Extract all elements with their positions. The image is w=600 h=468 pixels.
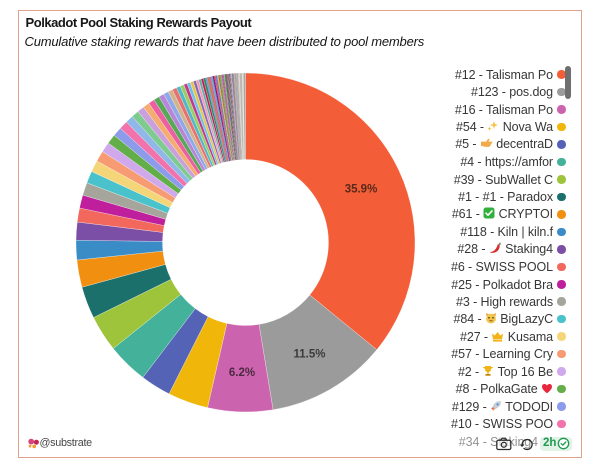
svg-text:6.2%: 6.2%	[229, 367, 255, 379]
svg-text:11.5%: 11.5%	[294, 348, 326, 360]
svg-text:35.9%: 35.9%	[345, 184, 378, 196]
